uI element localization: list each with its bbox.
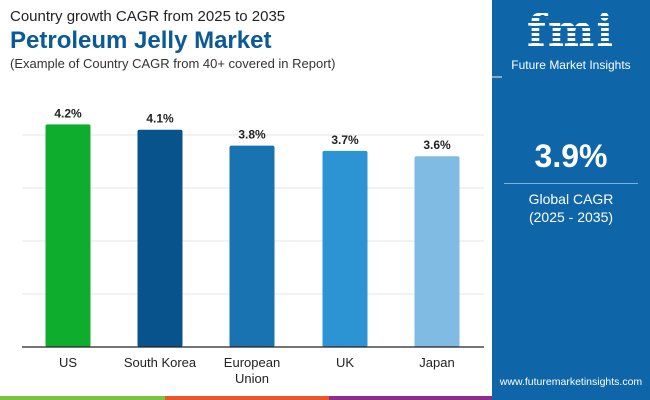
global-cagr-period: (2025 - 2035) (528, 209, 614, 225)
stripe-green (0, 396, 165, 400)
side-panel: fmi Future Market Insights 3.9% Global C… (492, 0, 650, 400)
category-label: UK (336, 355, 354, 370)
stripe-orange (165, 396, 329, 400)
data-label: 3.6% (423, 138, 451, 152)
website-link[interactable]: www.futuremarketinsights.com (499, 376, 643, 388)
category-label: US (59, 355, 77, 370)
category-label: Japan (419, 355, 454, 370)
bar-0 (45, 124, 91, 348)
bar-3 (322, 150, 368, 347)
fmi-logo: fmi Future Market Insights (492, 8, 650, 73)
data-label: 3.8% (238, 128, 266, 142)
data-label: 4.1% (146, 112, 174, 126)
bar-1 (137, 129, 183, 347)
global-cagr-value: 3.9% (534, 138, 608, 174)
category-label: European (224, 355, 280, 370)
stripe-purple (329, 396, 492, 400)
chart-title: Petroleum Jelly Market (10, 27, 272, 54)
data-label: 3.7% (331, 133, 359, 147)
global-cagr-label: Global CAGR (2025 - 2035) (492, 190, 650, 226)
global-cagr-text: Global CAGR (528, 191, 614, 207)
bar-4 (414, 156, 460, 347)
category-label: Union (235, 371, 269, 386)
chart-note: (Example of Country CAGR from 40+ covere… (10, 56, 336, 71)
divider-line (504, 183, 638, 184)
bar-2 (229, 145, 275, 347)
category-label: South Korea (124, 355, 197, 370)
data-label: 4.2% (54, 106, 82, 120)
brand-name: Future Market Insights (511, 58, 631, 72)
logo-mark: fmi (492, 8, 650, 56)
chart-subtitle: Country growth CAGR from 2025 to 2035 (10, 8, 286, 25)
divider (492, 76, 502, 78)
